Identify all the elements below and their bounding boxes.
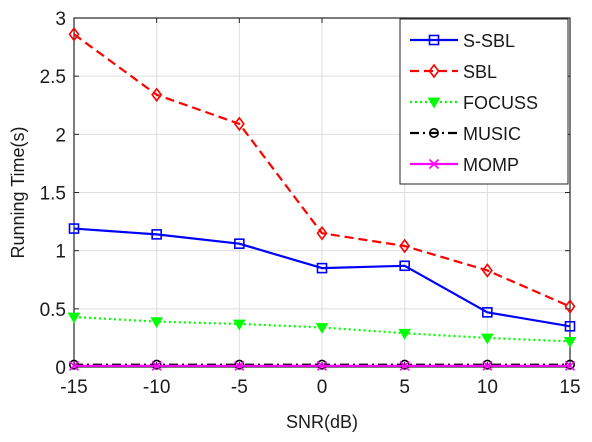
data-point-music xyxy=(151,359,162,370)
legend-item-momp: MOMP xyxy=(410,155,519,175)
data-point-momp xyxy=(68,360,80,371)
y-axis-label: Running Time(s) xyxy=(8,126,28,258)
data-point-s-sbl xyxy=(316,262,328,274)
data-point-s-sbl xyxy=(564,320,576,332)
series-momp xyxy=(68,360,576,371)
legend-label: S-SBL xyxy=(463,31,515,51)
legend-label: FOCUSS xyxy=(463,93,538,113)
series-focuss xyxy=(67,312,577,348)
series-music xyxy=(69,359,575,370)
data-point-s-sbl xyxy=(399,260,410,272)
data-point-focuss xyxy=(398,328,412,340)
y-tick-label: 0 xyxy=(55,358,66,379)
legend-marker xyxy=(427,97,441,109)
data-point-music xyxy=(234,359,245,370)
y-tick-label: 3 xyxy=(55,9,66,30)
data-point-focuss xyxy=(563,337,577,348)
legend-marker xyxy=(428,34,440,46)
series-sbl xyxy=(68,26,576,314)
data-point-momp xyxy=(234,360,245,371)
data-point-sbl xyxy=(481,263,493,278)
data-point-focuss xyxy=(480,333,494,345)
data-point-sbl xyxy=(399,238,411,254)
data-point-sbl xyxy=(233,116,245,132)
data-point-focuss xyxy=(315,323,329,334)
data-point-momp xyxy=(399,360,410,371)
series-line-sbl xyxy=(73,33,571,308)
legend: S-SBL SBL FOCUSS MUSIC MOMP xyxy=(399,18,569,185)
legend-label: MUSIC xyxy=(463,124,521,144)
x-tick-label: 15 xyxy=(559,377,580,398)
x-axis-label: SNR(dB) xyxy=(286,412,358,432)
data-point-focuss xyxy=(150,317,164,329)
y-tick-label: 2.5 xyxy=(40,67,66,88)
legend-marker xyxy=(428,63,440,79)
y-tick-label: 2 xyxy=(55,125,66,146)
data-point-music xyxy=(482,359,493,370)
data-point-focuss xyxy=(67,312,81,324)
data-point-s-sbl xyxy=(482,307,493,318)
data-point-music xyxy=(316,359,327,370)
y-tick-label: 1 xyxy=(55,242,66,263)
legend-item-s-sbl: S-SBL xyxy=(410,31,515,51)
y-tick-label: 1.5 xyxy=(40,184,66,205)
data-point-focuss xyxy=(232,319,246,331)
x-tick-label: 5 xyxy=(399,377,410,398)
legend-marker xyxy=(428,128,439,139)
data-point-sbl xyxy=(564,299,576,314)
legend-label: MOMP xyxy=(463,155,519,175)
legend-marker xyxy=(428,158,440,170)
legend-item-sbl: SBL xyxy=(410,62,497,82)
data-point-s-sbl xyxy=(234,238,245,249)
x-tick-label: 10 xyxy=(477,377,498,398)
x-tick-label: -10 xyxy=(143,377,170,398)
data-point-momp xyxy=(316,360,328,371)
data-point-sbl xyxy=(316,225,328,241)
legend-item-music: MUSIC xyxy=(410,124,521,144)
legend-box xyxy=(399,18,569,185)
x-tick-label: 0 xyxy=(317,377,328,398)
data-point-music xyxy=(399,359,410,370)
x-tick-label: -5 xyxy=(231,377,248,398)
x-tick-label: -15 xyxy=(60,377,87,398)
series-line-s-sbl xyxy=(73,227,571,328)
data-point-sbl xyxy=(68,26,80,42)
data-point-s-sbl xyxy=(151,229,162,240)
data-point-momp xyxy=(151,360,162,371)
axis-ticks: -15 -10 -5 0 5 10 15 0 0.5 1 1.5 2 2.5 3 xyxy=(40,9,581,398)
legend-label: SBL xyxy=(463,62,497,82)
legend-item-focuss: FOCUSS xyxy=(410,93,538,113)
data-point-s-sbl xyxy=(68,223,80,234)
series-s-sbl xyxy=(68,223,576,332)
series-layer xyxy=(67,26,577,371)
data-point-sbl xyxy=(151,87,163,103)
data-point-momp xyxy=(564,360,576,371)
data-point-music xyxy=(69,359,80,370)
data-point-momp xyxy=(482,360,493,371)
data-point-music xyxy=(564,359,575,370)
y-tick-label: 0.5 xyxy=(40,300,66,321)
